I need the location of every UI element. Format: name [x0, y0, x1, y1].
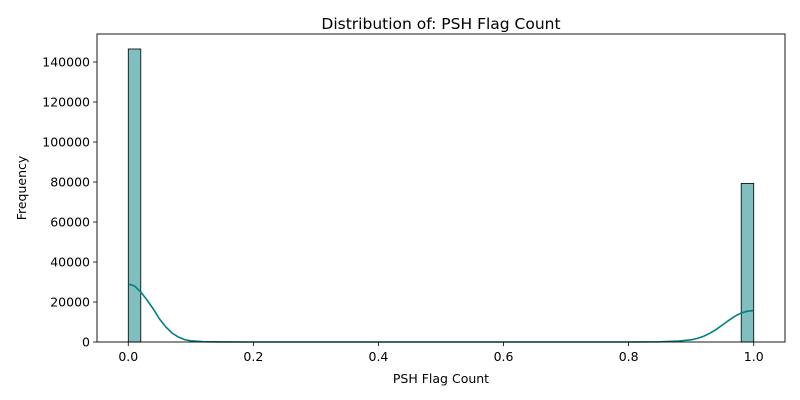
x-tick-label: 0.2	[243, 349, 263, 364]
y-tick-label: 80000	[50, 175, 90, 190]
histogram-bar-0	[127, 48, 142, 343]
x-tick-label: 0.8	[619, 349, 639, 364]
histogram-bar-1	[740, 182, 755, 343]
histogram-bars	[127, 48, 755, 343]
x-axis-label: PSH Flag Count	[393, 371, 489, 386]
y-tick-label: 140000	[42, 55, 90, 70]
y-tick-label: 100000	[42, 135, 90, 150]
y-axis-ticks: 0 20000 40000 60000 80000 100000 120000 140000	[42, 55, 97, 350]
x-axis-ticks: 0.0 0.2 0.4 0.6 0.8 1.0	[118, 342, 764, 364]
y-tick-label: 0	[82, 335, 90, 350]
x-tick-label: 0.4	[369, 349, 389, 364]
kde-curve	[128, 283, 754, 343]
x-tick-label: 0.0	[118, 349, 138, 364]
y-axis-label: Frequency	[14, 155, 29, 220]
chart-title: Distribution of: PSH Flag Count	[321, 15, 560, 33]
plot-area-frame	[96, 33, 786, 343]
x-tick-label: 0.6	[494, 349, 514, 364]
y-tick-label: 20000	[50, 295, 90, 310]
y-tick-label: 120000	[42, 95, 90, 110]
x-tick-label: 1.0	[744, 349, 764, 364]
y-tick-label: 40000	[50, 255, 90, 270]
y-tick-label: 60000	[50, 215, 90, 230]
